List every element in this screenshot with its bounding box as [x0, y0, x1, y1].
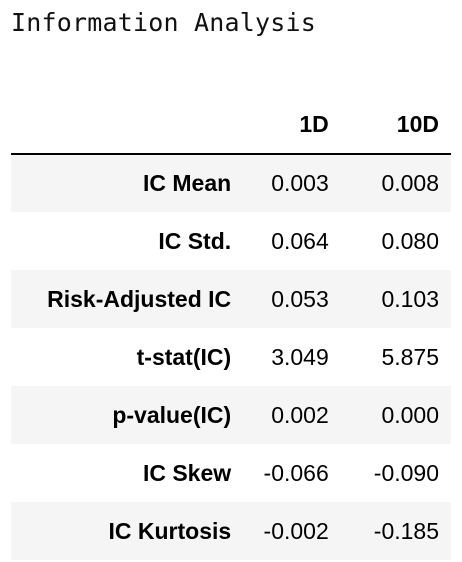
row-label: Risk-Adjusted IC: [47, 285, 232, 312]
row-label: IC Mean: [142, 170, 232, 196]
table-row: IC Kurtosis -0.002 -0.185: [11, 502, 451, 560]
header-row: 1D 10D: [11, 96, 451, 155]
row-label: IC Skew: [142, 459, 232, 486]
cell-1d: 0.003: [271, 170, 329, 196]
row-label: t-stat(IC): [136, 343, 232, 370]
cell-10d: 0.080: [381, 227, 439, 254]
header-blank-cell: [11, 96, 232, 155]
cell-10d: 0.103: [381, 285, 439, 312]
table-row: Risk-Adjusted IC 0.053 0.103: [11, 270, 451, 328]
row-label: IC Std.: [158, 227, 232, 254]
cell-10d: -0.090: [373, 459, 439, 486]
page-title: Information Analysis: [11, 8, 317, 37]
table-row: IC Skew -0.066 -0.090: [11, 444, 451, 502]
cell-1d: 0.064: [271, 227, 329, 254]
table-row: IC Std. 0.064 0.080: [11, 212, 451, 270]
cell-1d: 3.049: [271, 343, 329, 370]
row-label: IC Kurtosis: [108, 517, 232, 544]
cell-1d: 0.002: [271, 401, 329, 428]
cell-10d: 0.008: [381, 170, 439, 196]
cell-1d: -0.066: [263, 459, 329, 486]
row-label: p-value(IC): [112, 401, 232, 428]
table-row: IC Mean 0.003 0.008: [11, 154, 451, 212]
column-header-10d: 10D: [328, 96, 451, 155]
column-header-1d: 1D: [231, 96, 329, 155]
cell-10d: 5.875: [381, 343, 439, 370]
table-row: t-stat(IC) 3.049 5.875: [11, 328, 451, 386]
table-row: p-value(IC) 0.002 0.000: [11, 386, 451, 444]
information-analysis-table: 1D 10D IC Mean 0.003 0.008 IC Std. 0.064…: [11, 96, 451, 560]
table-header: 1D 10D: [11, 96, 451, 155]
cell-10d: 0.000: [381, 401, 439, 428]
table-body: IC Mean 0.003 0.008 IC Std. 0.064 0.080 …: [11, 154, 451, 560]
cell-1d: 0.053: [271, 285, 329, 312]
cell-1d: -0.002: [263, 517, 329, 544]
cell-10d: -0.185: [373, 517, 439, 544]
